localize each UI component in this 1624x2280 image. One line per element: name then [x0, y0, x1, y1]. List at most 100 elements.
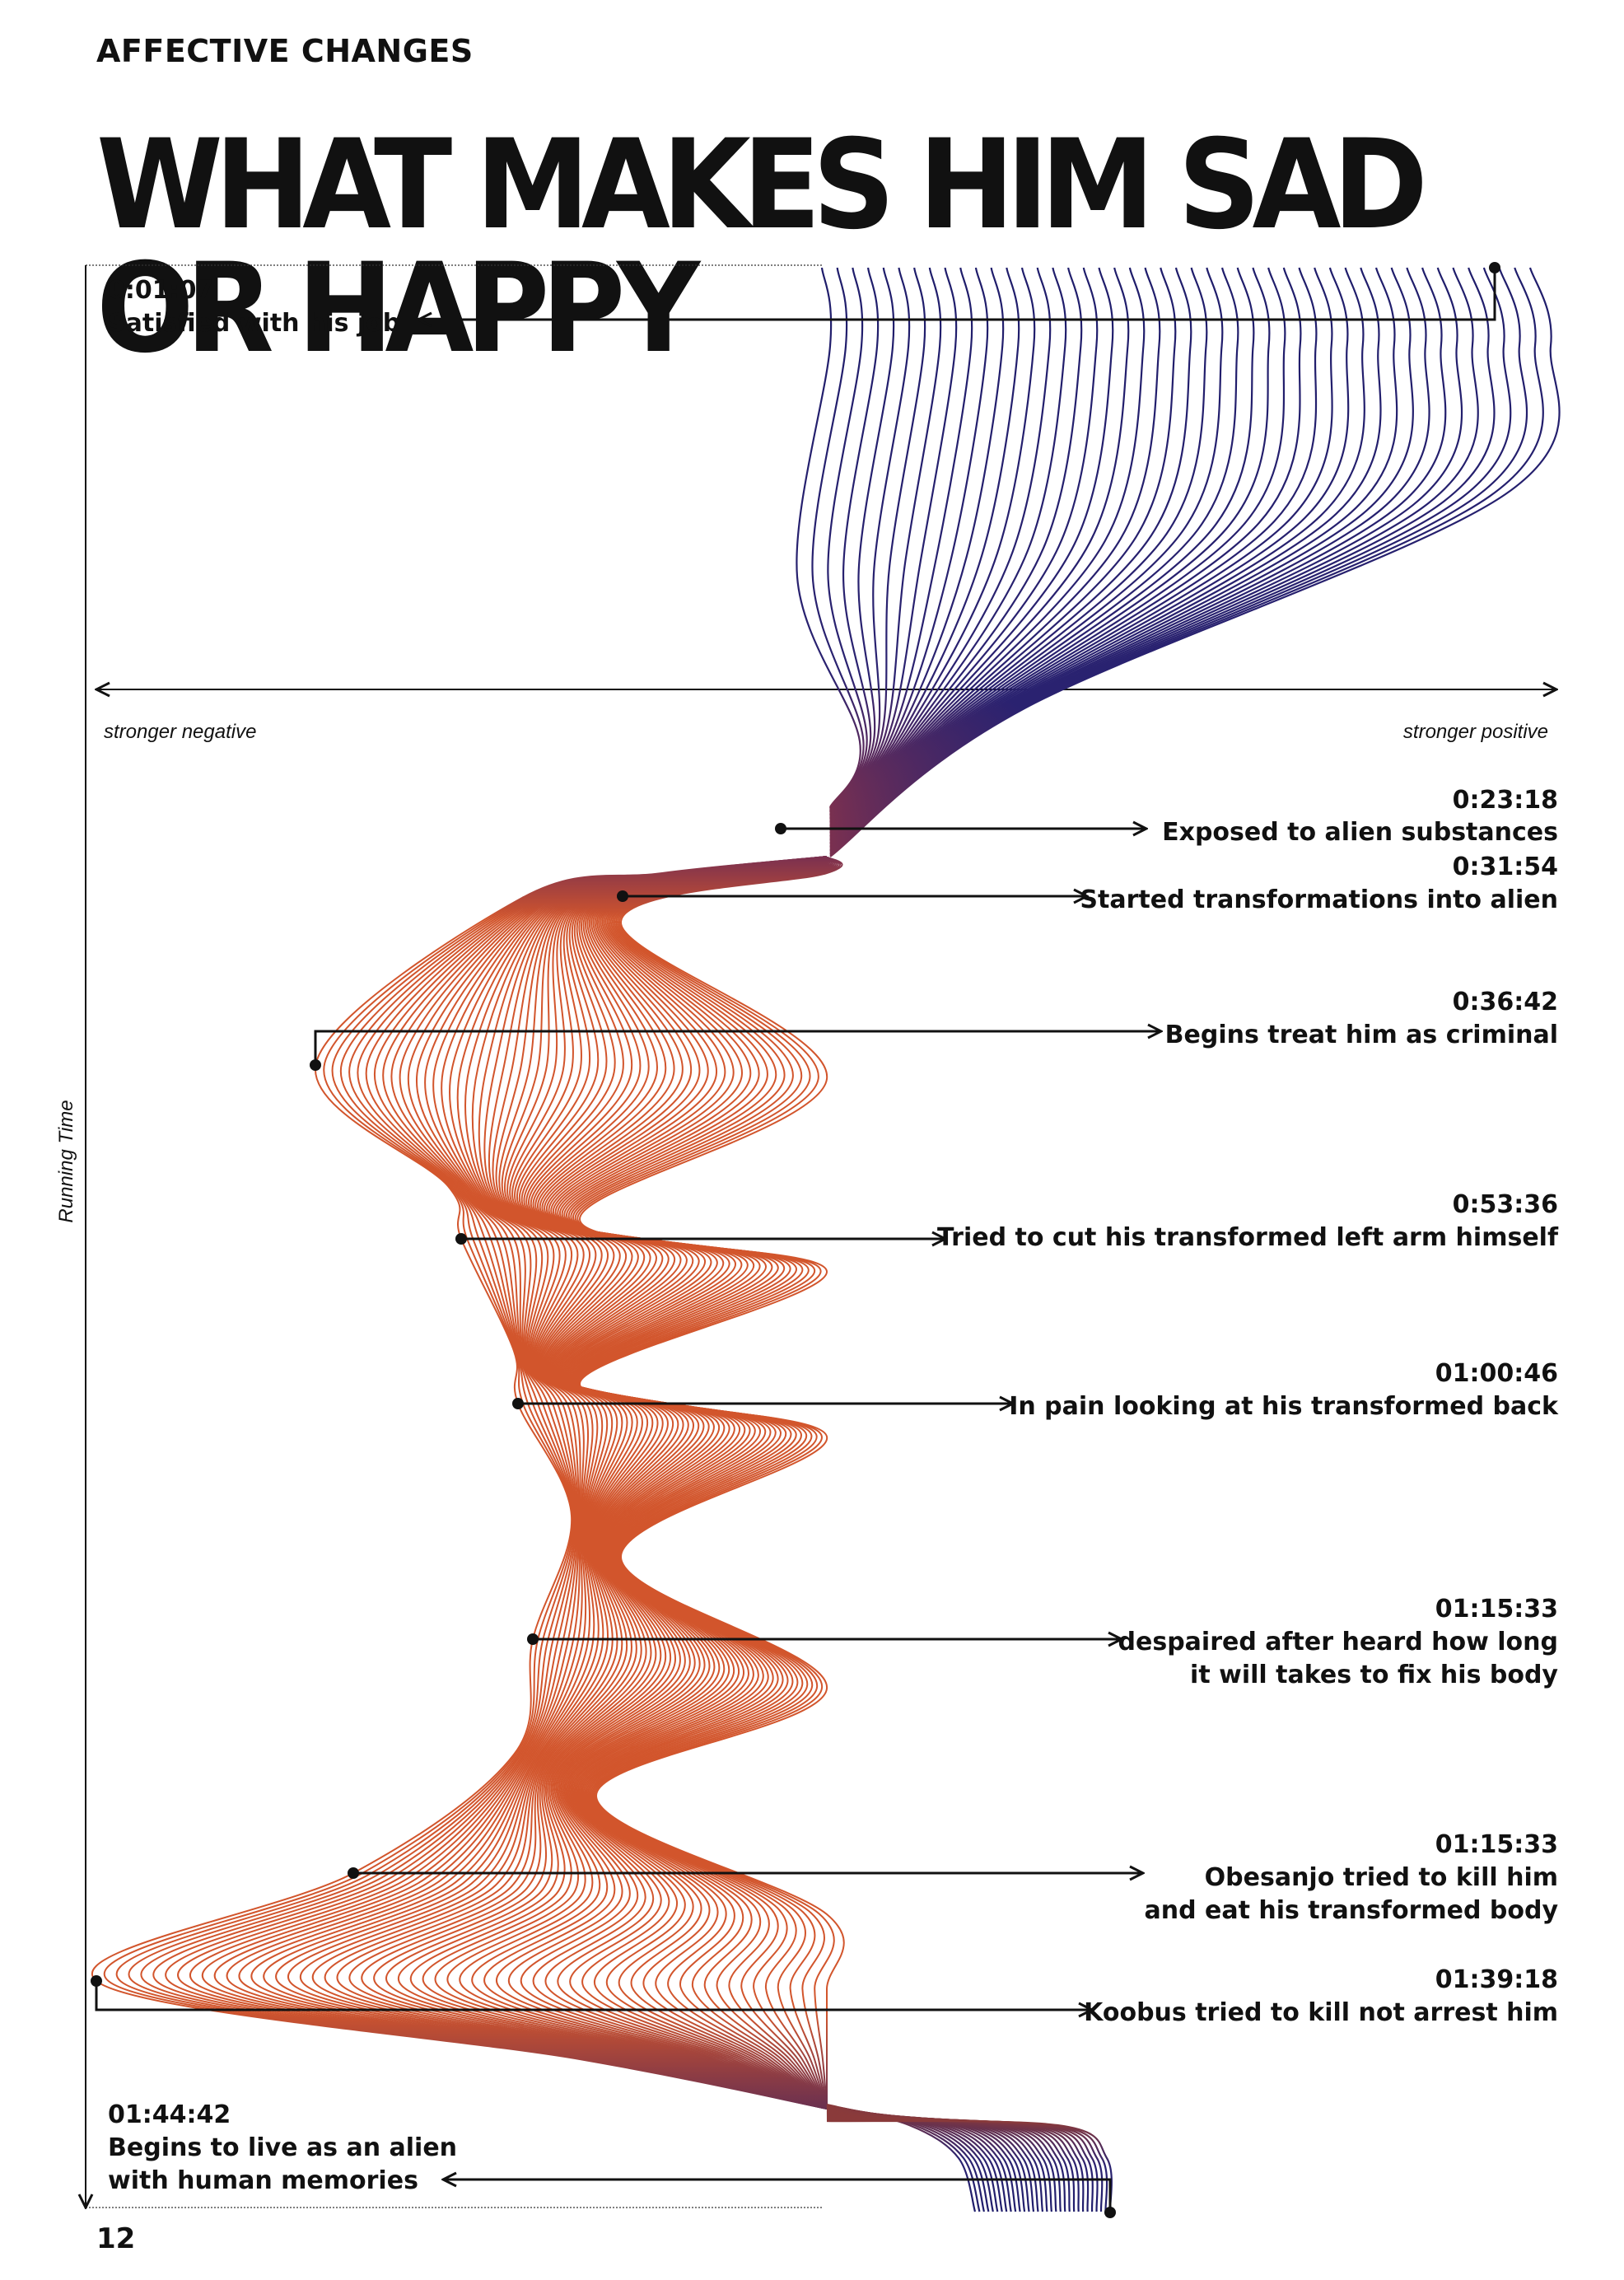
event-time: 01:44:42 — [108, 2100, 231, 2129]
ribbon-line — [829, 267, 1561, 857]
positive-lines-top — [796, 267, 1561, 857]
event-marker — [455, 1233, 467, 1245]
event-time: 0:36:42 — [1453, 988, 1558, 1016]
event-annotation: 01:15:33 despaired after heard how long … — [527, 1595, 1558, 1689]
ribbon-line — [539, 856, 828, 2109]
event-time: 0:01:07 — [108, 276, 213, 305]
ribbon-line — [115, 856, 828, 2109]
ribbon-line — [829, 267, 1414, 848]
ribbon-line — [534, 856, 828, 2109]
ribbon-line — [554, 856, 828, 2109]
event-label-line: despaired after heard how long — [1118, 1628, 1558, 1656]
ribbon-line — [827, 267, 868, 811]
ribbon-line — [550, 856, 828, 2109]
event-label: Exposed to alien substances — [1162, 818, 1558, 847]
event-marker — [348, 1867, 359, 1879]
ribbon-line — [548, 856, 828, 2109]
ribbon-line — [263, 856, 828, 2109]
ribbon-line — [829, 267, 1544, 857]
ribbon-line — [829, 267, 1286, 839]
event-marker — [1104, 2207, 1116, 2218]
ribbon-line — [275, 856, 828, 2109]
event-time: 0:31:54 — [1453, 853, 1558, 881]
ribbon-line — [829, 267, 1333, 843]
page-number: 12 — [96, 2222, 136, 2255]
ribbon-line — [507, 856, 828, 2109]
ribbon-line — [532, 856, 828, 2109]
ribbon-line — [829, 267, 1020, 821]
ribbon-line — [324, 856, 828, 2109]
ribbon-line — [829, 267, 1052, 823]
ribbon-line — [152, 856, 828, 2109]
ribbon-line — [336, 856, 828, 2109]
ribbon-line — [250, 856, 828, 2109]
ribbon-line — [446, 856, 828, 2109]
ribbon-line — [495, 856, 828, 2109]
ribbon-line — [238, 856, 828, 2109]
event-label: Started transformations into alien — [1080, 885, 1558, 914]
ribbon-line — [829, 267, 880, 811]
ribbon-line — [177, 856, 828, 2109]
ribbon-line — [459, 856, 828, 2109]
ribbon-line — [829, 267, 1318, 842]
ribbon-line — [311, 856, 828, 2109]
ribbon-line — [189, 856, 828, 2109]
ribbon-line — [796, 267, 861, 808]
event-label-line: with human memories — [108, 2166, 418, 2195]
event-label: Koobus tried to kill not arrest him — [1084, 1998, 1558, 2027]
event-annotation: 0:36:42 Begins treat him as criminal — [310, 988, 1558, 1071]
event-time: 0:53:36 — [1453, 1190, 1558, 1219]
event-marker — [91, 1975, 102, 1987]
event-time: 01:00:46 — [1435, 1359, 1558, 1388]
ribbon-line — [300, 856, 828, 2109]
ribbon-line — [165, 856, 828, 2109]
ribbon-line — [829, 267, 1496, 853]
event-time: 0:23:18 — [1453, 786, 1558, 815]
ribbon-line — [525, 856, 828, 2109]
negative-axis-label: stronger negative — [104, 721, 256, 743]
ribbon-line — [829, 267, 1512, 854]
positive-axis-label: stronger positive — [1403, 721, 1548, 743]
event-label-line: and eat his transformed body — [1144, 1896, 1558, 1925]
ribbon-line — [829, 267, 1479, 853]
ribbon-line — [434, 856, 828, 2109]
ribbon-line — [811, 267, 865, 809]
event-label: In pain looking at his transformed back — [1009, 1392, 1559, 1421]
ribbon-line — [829, 267, 1255, 838]
chart-frame — [86, 264, 1556, 2208]
event-annotation: 01:44:42 Begins to live as an alien with… — [108, 2100, 1116, 2218]
event-marker — [617, 890, 628, 902]
ribbon-line — [829, 267, 1192, 833]
ribbon-line — [471, 856, 828, 2109]
ribbon-line — [829, 267, 1036, 822]
ribbon-line — [520, 856, 828, 2109]
ribbon-line — [829, 267, 1365, 845]
ribbon-line — [829, 267, 1146, 829]
ribbon-line — [829, 267, 1208, 834]
event-annotation: 0:23:18 Exposed to alien substances — [775, 786, 1558, 847]
ribbon-line — [483, 856, 828, 2109]
ribbon-line — [829, 267, 1302, 840]
ribbon-line — [829, 267, 1067, 825]
ribbon-line — [829, 267, 926, 815]
section-heading: AFFECTIVE CHANGES — [96, 33, 474, 69]
ribbon-line — [829, 267, 1083, 825]
ribbon-line — [829, 267, 1114, 828]
ribbon-line — [829, 267, 1224, 835]
event-marker — [310, 1059, 321, 1071]
ribbon-line — [552, 856, 828, 2109]
ribbon-line — [385, 856, 828, 2109]
event-label: Begins treat him as criminal — [1165, 1021, 1558, 1049]
ribbon-line — [537, 856, 828, 2109]
event-time: 01:39:18 — [1435, 1965, 1558, 1994]
event-label-line: Begins to live as an alien — [108, 2133, 457, 2162]
ribbon-line — [422, 856, 828, 2109]
ribbon-line — [140, 856, 828, 2109]
event-annotation: 01:39:18 Koobus tried to kill not arrest… — [91, 1965, 1558, 2027]
ribbon-line — [544, 856, 828, 2109]
event-annotation: 0:31:54 Started transformations into ali… — [617, 853, 1558, 914]
event-annotation: 01:00:46 In pain looking at his transfor… — [512, 1359, 1559, 1421]
ribbon-line — [829, 267, 942, 815]
event-label-line: it will takes to fix his body — [1190, 1661, 1558, 1689]
ribbon-line — [829, 267, 1528, 856]
